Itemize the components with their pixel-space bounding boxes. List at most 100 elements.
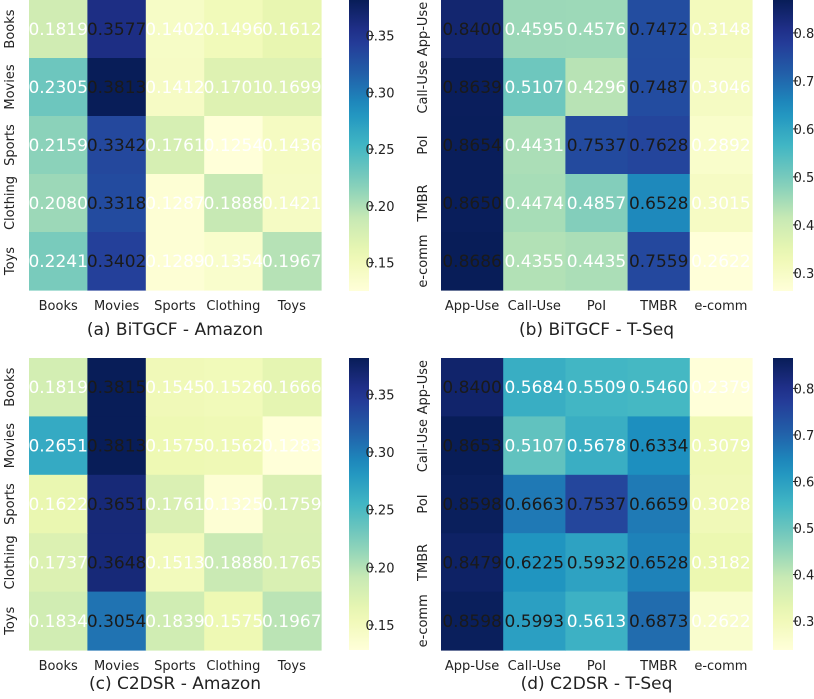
colorbar-tick-label: 0.35 xyxy=(366,30,395,45)
cell-value-label: 0.2651 xyxy=(28,437,87,457)
x-tick-label: App-Use xyxy=(445,299,499,314)
cell-value-label: 0.6659 xyxy=(629,495,688,515)
heatmap-cell xyxy=(627,116,691,175)
heatmap-cell xyxy=(503,533,566,593)
cell-value-label: 0.4474 xyxy=(505,194,564,214)
colorbar-tick-label: 0.6 xyxy=(794,475,814,490)
heatmap-cell xyxy=(689,416,753,476)
heatmap-cell xyxy=(262,591,322,651)
heatmap-cell xyxy=(565,0,629,59)
heatmap-cell xyxy=(145,232,205,291)
y-tick-label: Call-Use xyxy=(416,419,431,472)
cell-value-label: 0.4576 xyxy=(567,20,626,40)
cell-value-label: 0.2622 xyxy=(691,612,750,632)
colorbar-tick-label: 0.8 xyxy=(794,382,814,397)
heatmap-cell xyxy=(565,174,629,233)
heatmap-cell xyxy=(503,474,566,534)
y-tick-label: Movies xyxy=(3,64,18,109)
cell-value-label: 0.1699 xyxy=(262,78,321,98)
cell-value-label: 0.2159 xyxy=(28,136,87,156)
heatmap-cell xyxy=(689,174,753,233)
heatmap-cell xyxy=(565,116,629,175)
heatmap-cell xyxy=(29,591,88,651)
heatmap-cell xyxy=(503,174,566,233)
cell-value-label: 0.4595 xyxy=(505,20,564,40)
heatmap-cell xyxy=(627,0,691,59)
y-tick-label: Call-Use xyxy=(416,60,431,113)
cell-value-label: 0.1761 xyxy=(145,136,204,156)
x-tick-label: Sports xyxy=(154,659,196,674)
cell-value-label: 0.1834 xyxy=(28,612,87,632)
x-tick-label: TMBR xyxy=(639,299,677,314)
cell-value-label: 0.8654 xyxy=(442,136,501,156)
colorbar-tick-label: 0.3 xyxy=(794,615,814,630)
cell-value-label: 0.3148 xyxy=(691,20,750,40)
heatmap-cell xyxy=(627,591,691,651)
heatmap-cell xyxy=(689,533,753,593)
heatmap-cell xyxy=(145,174,205,233)
heatmap-cell xyxy=(145,0,205,59)
cell-value-label: 0.3054 xyxy=(87,612,146,632)
cell-value-label: 0.7537 xyxy=(567,495,626,515)
cell-value-label: 0.7487 xyxy=(629,78,688,98)
y-tick-label: Clothing xyxy=(3,176,18,230)
colorbar-tick-label: 0.25 xyxy=(366,504,395,519)
heatmap-cell xyxy=(565,358,629,417)
cell-value-label: 0.1545 xyxy=(145,378,204,398)
colorbar-tick-label: 0.4 xyxy=(794,569,814,584)
heatmap-cell xyxy=(87,232,147,291)
cell-value-label: 0.5107 xyxy=(505,78,564,98)
cell-value-label: 0.7559 xyxy=(629,252,688,272)
x-tick-label: Movies xyxy=(94,659,139,674)
heatmap-cell xyxy=(565,232,629,291)
x-tick-label: Call-Use xyxy=(508,659,561,674)
heatmap-cell xyxy=(29,416,88,476)
heatmap-cell xyxy=(565,416,629,476)
cell-value-label: 0.4857 xyxy=(567,194,626,214)
cell-value-label: 0.2892 xyxy=(691,136,750,156)
cell-value-label: 0.8400 xyxy=(442,378,501,398)
heatmap-panel-d: 0.8400 0.5684 0.5509 0.5460 0.2379 0.8653 0.51… xyxy=(416,358,814,694)
cell-value-label: 0.5684 xyxy=(505,378,564,398)
heatmap-cell xyxy=(627,232,691,291)
heatmap-cell xyxy=(441,533,504,593)
cell-value-label: 0.1761 xyxy=(145,495,204,515)
heatmap-cell xyxy=(262,474,322,534)
x-tick-label: e-comm xyxy=(694,659,747,674)
heatmap-cell xyxy=(145,533,205,593)
heatmap-cell xyxy=(87,591,147,651)
heatmap-cell xyxy=(503,358,566,417)
heatmap-cell xyxy=(441,358,504,417)
heatmap-cell xyxy=(87,174,147,233)
heatmap-cell xyxy=(441,0,504,59)
cell-value-label: 0.1622 xyxy=(28,495,87,515)
colorbar xyxy=(773,358,793,650)
heatmap-cell xyxy=(29,0,88,59)
panel-title-a: (a) BiTGCF - Amazon xyxy=(87,320,263,340)
y-tick-label: Books xyxy=(3,9,18,48)
cell-value-label: 0.1888 xyxy=(204,553,263,573)
cell-value-label: 0.1562 xyxy=(204,437,263,457)
cell-value-label: 0.1666 xyxy=(262,378,321,398)
colorbar-tick-label: 0.5 xyxy=(794,171,814,186)
cell-value-label: 0.8598 xyxy=(442,612,501,632)
heatmap-cell xyxy=(689,0,753,59)
heatmap-cell xyxy=(204,474,264,534)
cell-value-label: 0.8686 xyxy=(442,252,501,272)
cell-value-label: 0.8479 xyxy=(442,553,501,573)
heatmap-cell xyxy=(87,58,147,117)
x-tick-label: PoI xyxy=(587,299,606,314)
heatmap-cell xyxy=(627,174,691,233)
x-tick-label: Movies xyxy=(94,299,139,314)
cell-value-label: 0.8639 xyxy=(442,78,501,98)
cell-value-label: 0.5678 xyxy=(567,437,626,457)
heatmap-cell xyxy=(204,58,264,117)
x-tick-label: Call-Use xyxy=(508,299,561,314)
cell-value-label: 0.8653 xyxy=(442,437,501,457)
cell-value-label: 0.1496 xyxy=(204,20,263,40)
panel-title-d: (d) C2DSR - T-Seq xyxy=(521,674,673,694)
cell-value-label: 0.1737 xyxy=(28,553,87,573)
heatmap-cell xyxy=(503,232,566,291)
cell-value-label: 0.5932 xyxy=(567,553,626,573)
